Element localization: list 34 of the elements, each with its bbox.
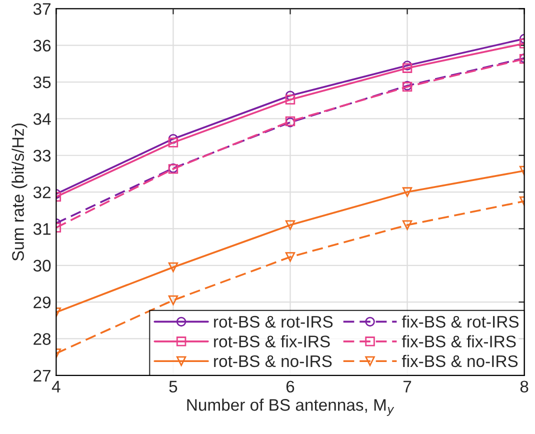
legend-label: rot-BS & fix-IRS bbox=[214, 335, 330, 348]
y-tick-label: 28 bbox=[34, 333, 51, 345]
y-axis-title: Sum rate (bit/s/Hz) bbox=[12, 124, 28, 261]
x-tick-label: 4 bbox=[52, 380, 60, 392]
y-tick-label: 37 bbox=[33, 3, 50, 15]
x-tick-label: 5 bbox=[169, 380, 178, 393]
point bbox=[285, 90, 296, 100]
y-tick-label: 36 bbox=[33, 40, 51, 52]
legend-label: fix-BS & no-IRS bbox=[402, 354, 518, 368]
y-tick-label: 33 bbox=[33, 150, 51, 162]
y-tick-label: 31 bbox=[33, 223, 50, 235]
x-tick-label: 6 bbox=[286, 380, 294, 393]
point bbox=[285, 252, 296, 262]
point bbox=[168, 262, 178, 272]
y-tick-label: 35 bbox=[33, 76, 51, 88]
y-tick-label: 30 bbox=[33, 260, 51, 272]
legend-label: fix-BS & fix-IRS bbox=[402, 335, 516, 348]
point bbox=[168, 138, 178, 148]
point bbox=[285, 94, 296, 104]
point bbox=[285, 220, 296, 230]
y-tick-label: 32 bbox=[33, 186, 50, 198]
legend-label: fix-BS & rot-IRS bbox=[402, 315, 519, 328]
legend-label: rot-BS & rot-IRS bbox=[214, 316, 333, 328]
point bbox=[402, 187, 412, 197]
y-tick-label: 29 bbox=[34, 296, 51, 308]
point bbox=[402, 220, 412, 230]
point bbox=[168, 295, 178, 306]
y-tick-label: 27 bbox=[34, 370, 50, 382]
x-tick-label: 8 bbox=[520, 380, 528, 393]
legend-label: rot-BS & no-IRS bbox=[214, 355, 332, 368]
y-tick-label: 34 bbox=[33, 113, 51, 125]
x-tick-label: 7 bbox=[403, 380, 412, 392]
point bbox=[402, 63, 412, 73]
x-axis-title: Number of BS antennas, M$_{y}$ bbox=[187, 398, 394, 416]
